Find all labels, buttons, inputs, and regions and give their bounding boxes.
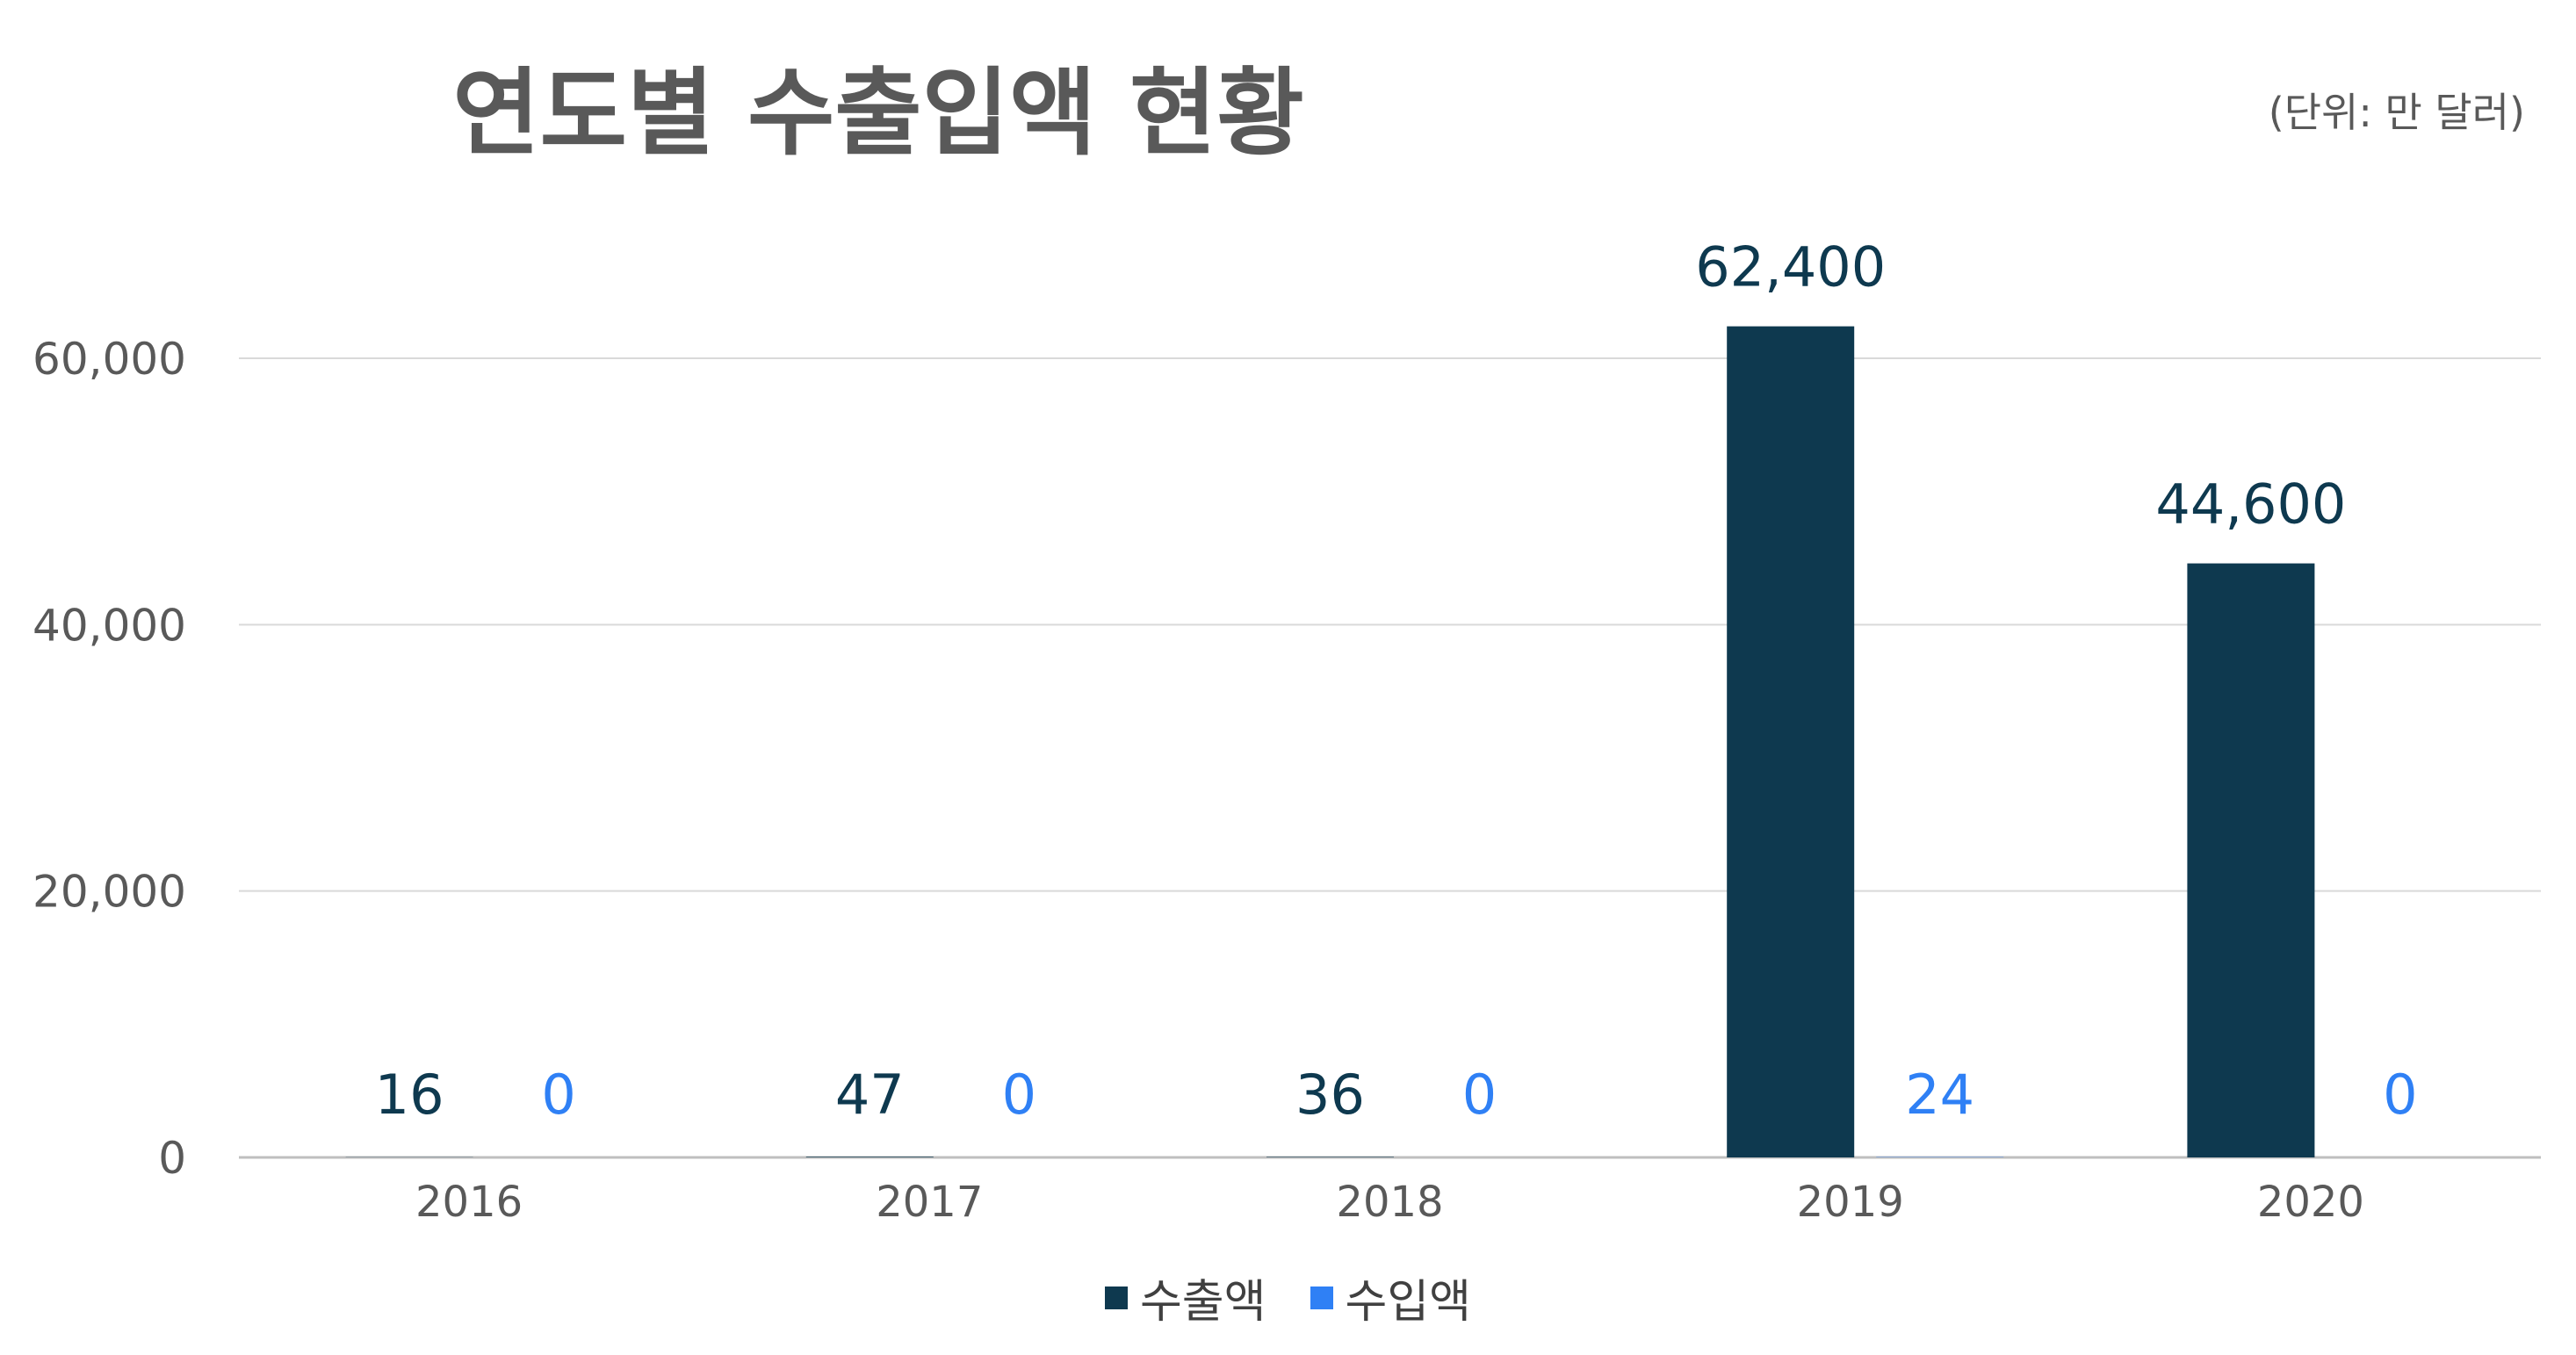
- data-label: 16: [375, 1063, 444, 1127]
- x-tick-label: 2019: [1797, 1178, 1904, 1227]
- legend-swatch-import: [1310, 1286, 1333, 1309]
- data-label: 0: [541, 1063, 575, 1127]
- data-label: 0: [1462, 1063, 1497, 1127]
- data-label: 47: [835, 1063, 905, 1127]
- legend: 수출액 수입액: [0, 1265, 2576, 1330]
- y-tick-label: 0: [158, 1133, 186, 1184]
- bars: [345, 326, 2315, 1158]
- y-axis-ticks: 0 20,000 40,000 60,000: [32, 334, 186, 1184]
- data-label: 44,600: [2155, 472, 2346, 537]
- data-labels: 16 0 47 0 36 0 62,400 24 44,600 0: [375, 235, 2418, 1127]
- chart-title: 연도별 수출입액 현황: [452, 59, 1304, 169]
- y-tick-label: 20,000: [32, 867, 186, 918]
- unit-label: (단위: 만 달러): [2268, 89, 2525, 136]
- bar-export: [2187, 563, 2315, 1157]
- x-tick-label: 2017: [876, 1178, 983, 1227]
- legend-swatch-export: [1104, 1286, 1128, 1309]
- bar-export: [1727, 326, 1855, 1158]
- x-tick-label: 2020: [2257, 1178, 2364, 1227]
- legend-label-import: 수입액: [1345, 1276, 1472, 1329]
- data-label: 0: [2383, 1063, 2417, 1127]
- x-tick-label: 2016: [415, 1178, 523, 1227]
- data-label: 24: [1905, 1063, 1974, 1127]
- data-label: 36: [1295, 1063, 1365, 1127]
- legend-item-export: 수출액: [1104, 1265, 1266, 1330]
- x-tick-label: 2018: [1336, 1178, 1443, 1227]
- data-label: 0: [1002, 1063, 1036, 1127]
- y-tick-label: 60,000: [32, 334, 186, 385]
- x-axis-ticks: 2016 2017 2018 2019 2020: [415, 1178, 2364, 1227]
- data-label: 62,400: [1695, 235, 1886, 299]
- y-tick-label: 40,000: [32, 600, 186, 651]
- legend-item-import: 수입액: [1310, 1265, 1472, 1330]
- legend-label-export: 수출액: [1139, 1276, 1266, 1329]
